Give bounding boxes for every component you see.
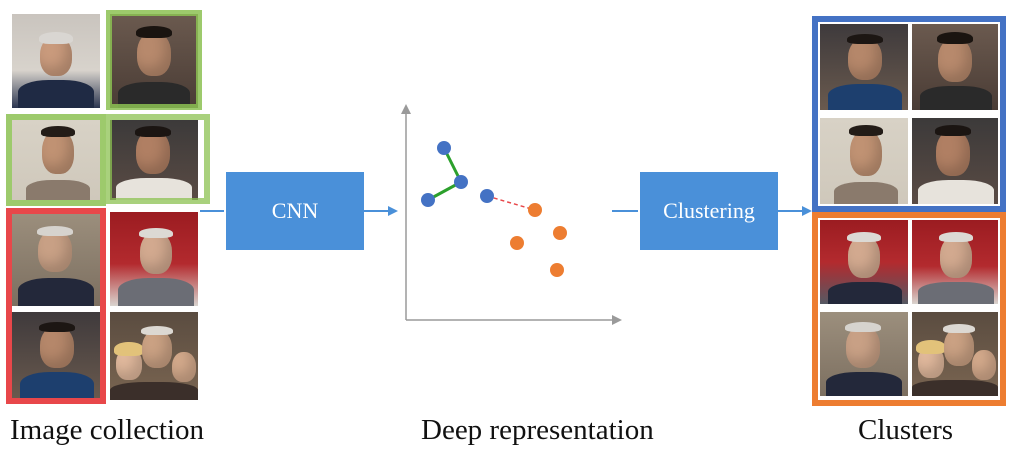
- blue-point: [480, 189, 494, 203]
- orange-point: [510, 236, 524, 250]
- caption-image-collection: Image collection: [10, 414, 205, 446]
- orange-point: [550, 263, 564, 277]
- blue-point: [437, 141, 451, 155]
- embedding-points: [421, 141, 567, 277]
- red-dashed-link: [486, 195, 536, 211]
- photo-young-man-shouting: [110, 120, 198, 200]
- cluster-a-photo-1: [820, 24, 908, 110]
- photo-young-man-laughing: [12, 312, 100, 400]
- blue-point: [454, 175, 468, 189]
- blue-point: [421, 193, 435, 207]
- clustering-label: Clustering: [663, 198, 755, 223]
- cluster-b-photo-2: [912, 220, 998, 304]
- caption-clusters: Clusters: [858, 414, 954, 446]
- clustering-box: Clustering: [640, 172, 778, 250]
- cluster-b-photo-4: [912, 312, 998, 396]
- cluster-a-photo-2: [912, 24, 998, 110]
- orange-point: [553, 226, 567, 240]
- cluster-a-photo-4: [912, 118, 998, 204]
- photo-young-man-smiling: [110, 14, 198, 108]
- photo-elderly-man-1: [12, 14, 100, 108]
- cluster-b-photo-3: [820, 312, 908, 396]
- photo-young-man-neutral: [12, 120, 100, 200]
- cnn-label: CNN: [271, 198, 319, 223]
- orange-point: [528, 203, 542, 217]
- cluster-b-photo-1: [820, 220, 908, 304]
- photo-elderly-man-banner: [110, 212, 198, 306]
- cluster-a-photo-3: [820, 118, 908, 204]
- embedding-axes: [401, 104, 622, 325]
- photo-elderly-man-thinking: [12, 212, 100, 306]
- caption-deep-representation: Deep representation: [421, 414, 654, 446]
- embedding-links: [427, 147, 536, 211]
- photo-elderly-man-crowd: [110, 312, 198, 400]
- cnn-box: CNN: [226, 172, 364, 250]
